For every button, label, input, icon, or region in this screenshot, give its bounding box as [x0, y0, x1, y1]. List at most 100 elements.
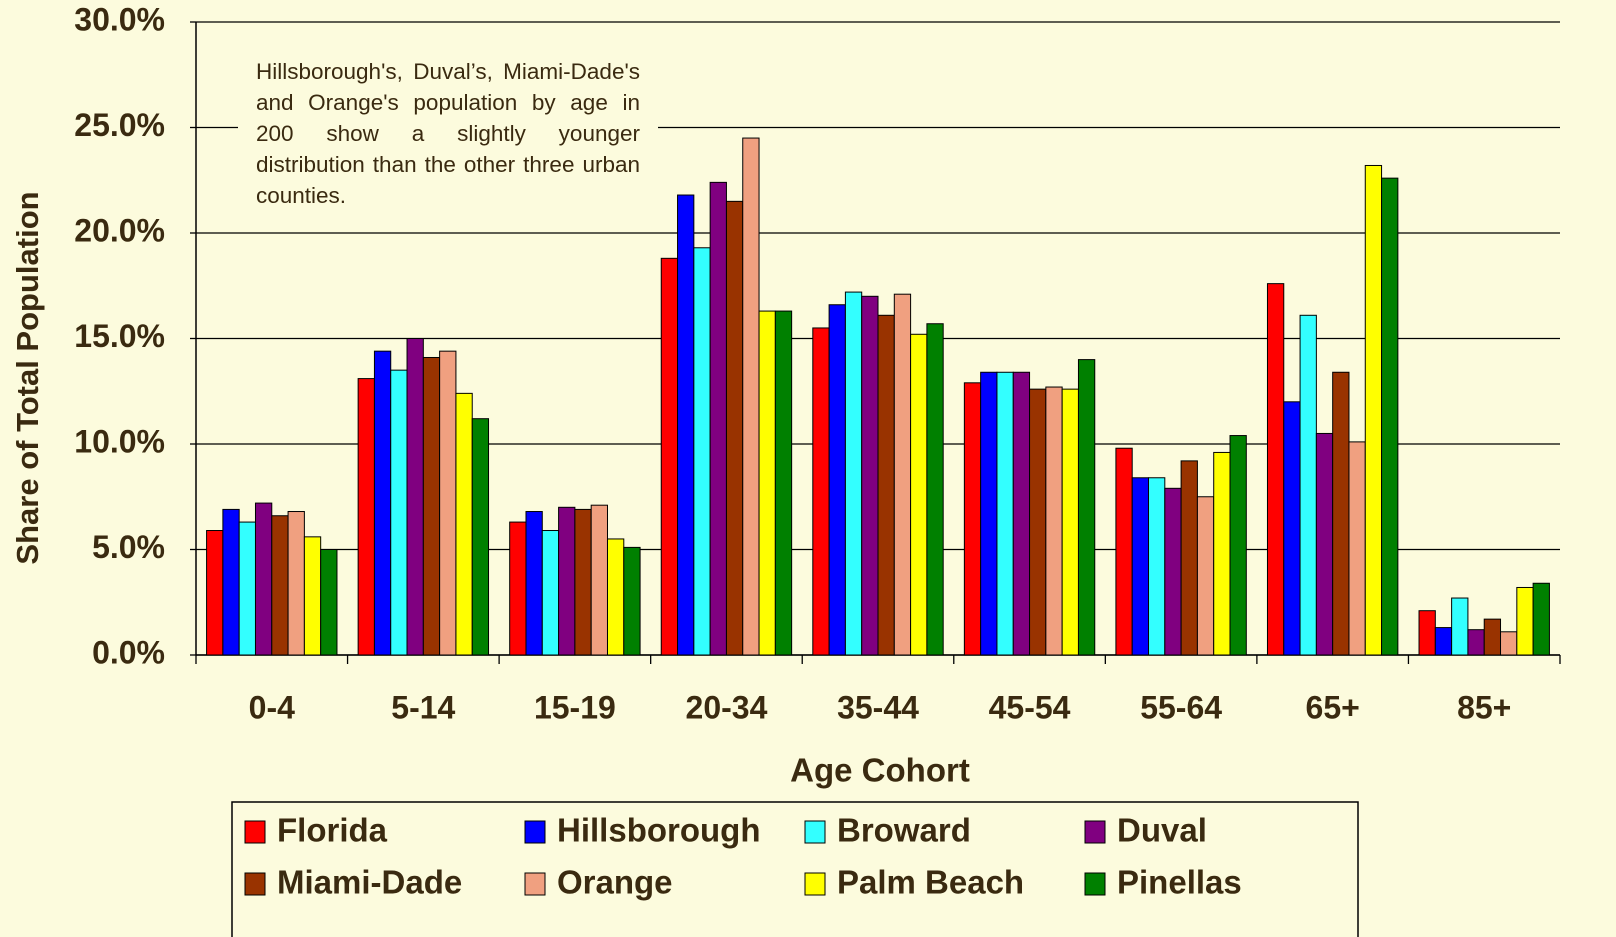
y-tick-label: 15.0% — [74, 318, 165, 354]
x-tick-label: 45-54 — [989, 689, 1071, 725]
bar — [844, 291, 863, 656]
legend-swatch — [524, 820, 546, 844]
legend-label: Hillsborough — [557, 812, 760, 849]
bar — [1483, 618, 1502, 656]
bar — [1434, 627, 1453, 656]
bar — [1418, 610, 1436, 656]
bar — [590, 504, 608, 656]
legend-swatch — [1084, 820, 1106, 844]
bar — [910, 333, 928, 656]
legend-label: Duval — [1117, 812, 1207, 849]
bar — [254, 502, 273, 656]
bar — [1381, 177, 1399, 656]
bar — [1500, 631, 1518, 656]
bar — [238, 521, 256, 656]
bar — [1315, 432, 1334, 656]
bar — [439, 350, 457, 656]
bar — [1299, 314, 1317, 656]
bar — [742, 137, 760, 656]
x-tick-label: 85+ — [1457, 689, 1511, 725]
bar — [758, 310, 776, 656]
x-tick-label: 65+ — [1306, 689, 1360, 725]
y-tick-label: 0.0% — [92, 634, 165, 670]
bar — [980, 371, 998, 656]
x-tick-label: 20-34 — [686, 689, 768, 725]
bar — [1148, 477, 1166, 656]
bar — [373, 350, 392, 656]
bar — [677, 194, 695, 656]
bar — [206, 530, 224, 656]
legend-swatch — [1084, 872, 1106, 896]
bar — [1131, 477, 1150, 656]
bar — [893, 293, 912, 656]
legend-swatch — [804, 872, 826, 896]
bar — [1532, 582, 1550, 656]
bar — [623, 546, 641, 656]
bar — [422, 356, 441, 656]
bar — [725, 200, 744, 656]
x-tick-label: 0-4 — [249, 689, 295, 725]
bar — [996, 371, 1014, 656]
bar — [877, 314, 895, 656]
legend-label: Palm Beach — [837, 864, 1024, 901]
y-tick-label: 10.0% — [74, 423, 165, 459]
legend-label: Florida — [277, 812, 388, 849]
bar — [1348, 441, 1366, 656]
bar — [1164, 487, 1182, 656]
bar — [1364, 164, 1383, 656]
bar — [271, 515, 289, 656]
x-tick-label: 35-44 — [837, 689, 919, 725]
bar — [574, 508, 592, 656]
bar — [693, 247, 711, 656]
x-axis-title: Age Cohort — [790, 752, 970, 789]
bar — [357, 378, 375, 656]
bar — [303, 536, 322, 656]
bar — [1012, 371, 1031, 656]
bar — [471, 418, 490, 656]
y-tick-label: 5.0% — [92, 529, 165, 565]
bar — [606, 538, 625, 656]
y-tick-label: 30.0% — [74, 1, 165, 37]
bar — [1115, 447, 1133, 656]
bar — [1180, 460, 1198, 656]
bar — [222, 508, 240, 656]
bar — [541, 530, 560, 656]
bar — [1467, 629, 1485, 656]
bar — [1077, 359, 1096, 656]
bar — [660, 257, 679, 656]
bar — [1213, 451, 1231, 656]
bar — [287, 511, 305, 656]
bar — [709, 181, 727, 656]
bar — [812, 327, 830, 656]
legend-box — [231, 801, 1359, 937]
bar — [1283, 401, 1301, 656]
bar — [774, 310, 793, 656]
legend-label: Orange — [557, 864, 673, 901]
legend-label: Pinellas — [1117, 864, 1242, 901]
x-tick-label: 5-14 — [391, 689, 455, 725]
y-tick-label: 25.0% — [74, 107, 165, 143]
x-tick-label: 55-64 — [1140, 689, 1222, 725]
bar — [1229, 435, 1247, 656]
bar — [390, 369, 408, 656]
x-tick-label: 15-19 — [534, 689, 616, 725]
bar — [1266, 283, 1285, 656]
legend-swatch — [524, 872, 546, 896]
bar — [509, 521, 527, 656]
bar — [1029, 388, 1047, 656]
bar — [1045, 386, 1063, 656]
bar — [1332, 371, 1350, 656]
legend-label: Miami-Dade — [277, 864, 462, 901]
y-axis-title: Share of Total Population — [10, 191, 45, 564]
legend-label: Broward — [837, 812, 971, 849]
bar — [1196, 496, 1215, 656]
bar — [558, 506, 576, 656]
legend-swatch — [244, 820, 266, 844]
bar — [926, 323, 944, 656]
annotation: Hillsborough's, Duval’s, Miami-Dade's an… — [238, 44, 658, 225]
bar — [1451, 597, 1469, 656]
bar — [320, 549, 338, 656]
bar — [963, 382, 982, 656]
